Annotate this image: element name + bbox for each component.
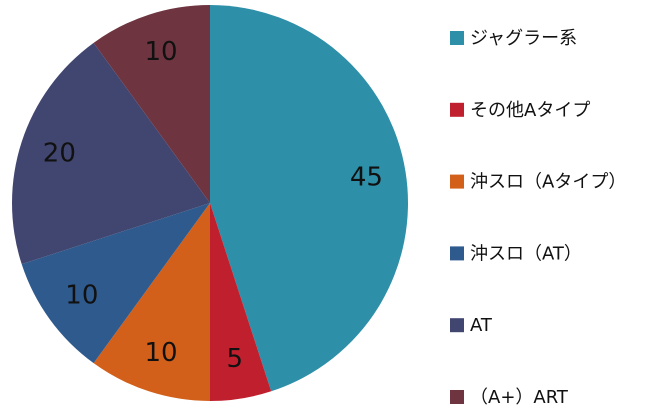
legend-swatch [450,31,464,45]
data-label: 10 [145,338,178,368]
pie-slice [21,203,210,364]
legend-label: その他Aタイプ [470,100,590,121]
data-label: 20 [43,139,76,169]
data-label: 10 [145,37,178,67]
legend-label: 沖スロ（AT） [470,243,582,264]
pie-slice [210,203,272,401]
legend-label: （A+）ART [470,387,569,408]
pie-slice [93,5,210,203]
data-label: 45 [350,163,383,193]
legend-swatch [450,318,464,333]
legend-swatch [450,246,464,261]
legend-swatch [450,390,464,404]
legend-label: ジャグラー系 [470,28,577,49]
pie-slice [210,5,408,392]
legend-swatch [450,102,464,117]
pie-slice [12,42,211,265]
data-label: 5 [227,344,244,374]
legend-swatch [450,174,464,189]
legend-label: 沖スロ（Aタイプ） [470,172,626,193]
legend-label: AT [470,315,493,336]
pie-slice [93,203,210,401]
data-label: 10 [65,281,98,311]
